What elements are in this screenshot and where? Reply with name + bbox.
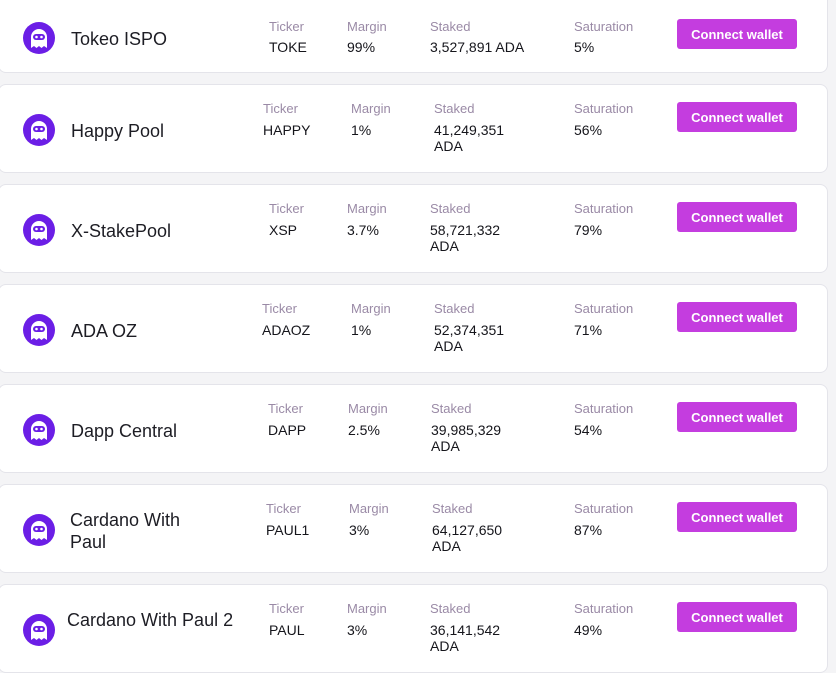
- pool-card: Dapp Central Ticker DAPP Margin 2.5% Sta…: [0, 384, 828, 473]
- margin-label: Margin: [347, 201, 387, 216]
- pool-name: Dapp Central: [71, 421, 178, 441]
- saturation-value: 56%: [574, 122, 603, 138]
- margin-value: 1%: [351, 322, 372, 338]
- staked-label: Staked: [434, 101, 475, 116]
- ticker-value: DAPP: [268, 422, 307, 438]
- pool-card: Cardano With Paul 2 Ticker PAUL Margin 3…: [0, 584, 828, 673]
- pool-card: Happy Pool Ticker HAPPY Margin 1% Staked…: [0, 84, 828, 173]
- staked-label: Staked: [430, 19, 471, 34]
- ticker-label: Ticker: [262, 301, 297, 316]
- ticker-label: Ticker: [269, 601, 304, 616]
- margin-label: Margin: [347, 19, 387, 34]
- margin-value: 1%: [351, 122, 372, 138]
- pool-card: X-StakePool Ticker XSP Margin 3.7% Stake…: [0, 184, 828, 273]
- staked-value: 58,721,332 ADA: [430, 222, 501, 254]
- connect-wallet-button[interactable]: Connect wallet: [677, 102, 797, 132]
- ticker-label: Ticker: [266, 501, 301, 516]
- ticker-value: PAUL1: [266, 522, 310, 538]
- staked-label: Staked: [431, 401, 472, 416]
- saturation-value: 79%: [574, 222, 603, 238]
- margin-value: 3%: [347, 622, 368, 638]
- connect-wallet-button[interactable]: Connect wallet: [677, 19, 797, 49]
- tokeo-ghost-logo-icon: [23, 414, 55, 446]
- ticker-label: Ticker: [268, 401, 303, 416]
- ticker-label: Ticker: [269, 19, 304, 34]
- tokeo-ghost-logo-icon: [23, 614, 55, 646]
- margin-label: Margin: [347, 601, 387, 616]
- staked-value: 52,374,351 ADA: [434, 322, 505, 354]
- ticker-value: TOKE: [269, 39, 307, 55]
- pool-card: Tokeo ISPO Ticker TOKE Margin 99% Staked…: [0, 0, 828, 73]
- margin-value: 3.7%: [347, 222, 379, 238]
- saturation-label: Saturation: [574, 301, 634, 316]
- saturation-label: Saturation: [574, 201, 634, 216]
- tokeo-ghost-logo-icon: [23, 314, 55, 346]
- margin-label: Margin: [349, 501, 389, 516]
- staked-label: Staked: [434, 301, 475, 316]
- pool-card: Cardano With Paul Ticker PAUL1 Margin 3%…: [0, 484, 828, 573]
- staked-value: 3,527,891 ADA: [430, 39, 525, 55]
- saturation-label: Saturation: [574, 101, 634, 116]
- saturation-value: 5%: [574, 39, 595, 55]
- tokeo-ghost-logo-icon: [23, 514, 55, 546]
- staked-value: 39,985,329 ADA: [431, 422, 502, 454]
- connect-wallet-button[interactable]: Connect wallet: [677, 602, 797, 632]
- staked-value: 64,127,650 ADA: [432, 522, 503, 554]
- ticker-value: HAPPY: [263, 122, 311, 138]
- staked-label: Staked: [430, 601, 471, 616]
- saturation-label: Saturation: [574, 501, 634, 516]
- ticker-label: Ticker: [269, 201, 304, 216]
- saturation-label: Saturation: [574, 19, 634, 34]
- margin-label: Margin: [351, 101, 391, 116]
- pool-name: Tokeo ISPO: [71, 29, 168, 49]
- saturation-value: 54%: [574, 422, 603, 438]
- ticker-value: PAUL: [269, 622, 305, 638]
- saturation-value: 49%: [574, 622, 603, 638]
- tokeo-ghost-logo-icon: [23, 114, 55, 146]
- margin-value: 99%: [347, 39, 376, 55]
- connect-wallet-button[interactable]: Connect wallet: [677, 502, 797, 532]
- pool-name: Cardano With Paul 2: [67, 610, 234, 630]
- staked-label: Staked: [432, 501, 473, 516]
- ticker-label: Ticker: [263, 101, 298, 116]
- margin-label: Margin: [351, 301, 391, 316]
- staked-value: 41,249,351 ADA: [434, 122, 505, 154]
- pool-name: Cardano With Paul: [70, 510, 181, 552]
- margin-value: 3%: [349, 522, 370, 538]
- tokeo-ghost-logo-icon: [23, 22, 55, 54]
- ticker-value: ADAOZ: [262, 322, 311, 338]
- connect-wallet-button[interactable]: Connect wallet: [677, 302, 797, 332]
- pool-name: Happy Pool: [71, 121, 165, 141]
- margin-label: Margin: [348, 401, 388, 416]
- connect-wallet-button[interactable]: Connect wallet: [677, 202, 797, 232]
- staked-value: 36,141,542 ADA: [430, 622, 501, 654]
- saturation-label: Saturation: [574, 601, 634, 616]
- margin-value: 2.5%: [348, 422, 380, 438]
- ticker-value: XSP: [269, 222, 298, 238]
- pool-name: ADA OZ: [71, 321, 138, 341]
- tokeo-ghost-logo-icon: [23, 214, 55, 246]
- staked-label: Staked: [430, 201, 471, 216]
- saturation-value: 87%: [574, 522, 603, 538]
- pool-name: X-StakePool: [71, 221, 172, 241]
- pool-card: ADA OZ Ticker ADAOZ Margin 1% Staked 52,…: [0, 284, 828, 373]
- saturation-label: Saturation: [574, 401, 634, 416]
- connect-wallet-button[interactable]: Connect wallet: [677, 402, 797, 432]
- saturation-value: 71%: [574, 322, 603, 338]
